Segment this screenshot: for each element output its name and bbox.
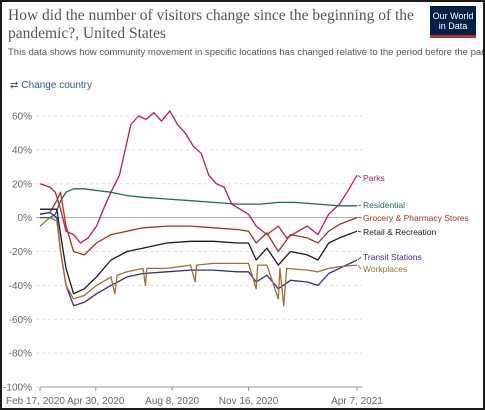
series-label: Grocery & Pharmacy Stores [363, 213, 469, 223]
y-tick-label: -60% [9, 315, 32, 326]
series-label: Transit Stations [363, 252, 422, 262]
series-label-connector [357, 230, 362, 233]
series-label-connector [357, 204, 362, 207]
y-tick-label: 0% [18, 213, 33, 224]
change-country-button[interactable]: ⇄ Change country [10, 80, 92, 91]
x-tick-label: Aug 8, 2020 [145, 396, 199, 407]
series-label-connector [357, 174, 362, 179]
series-label: Retail & Recreation [363, 227, 437, 237]
owid-logo[interactable]: Our World in Data [430, 6, 476, 38]
y-tick-label: -100% [3, 383, 32, 394]
x-tick-label: Feb 17, 2020 [6, 396, 65, 407]
chart-title: How did the number of visitors change si… [8, 7, 414, 42]
series-line [39, 191, 358, 256]
y-tick-label: -20% [9, 247, 32, 258]
y-tick-label: 20% [12, 179, 32, 190]
series-label-connector [357, 256, 362, 261]
y-tick-label: 40% [12, 145, 32, 156]
y-tick-label: -80% [9, 349, 32, 360]
x-tick-label: Apr 30, 2020 [67, 396, 125, 407]
series-line [40, 208, 358, 295]
series-label: Workplaces [363, 264, 407, 274]
series-label: Parks [363, 173, 385, 183]
series-label-connector [357, 264, 362, 270]
y-tick-label: -40% [9, 281, 32, 292]
swap-arrows-icon: ⇄ [10, 80, 19, 91]
change-country-label: Change country [21, 80, 92, 91]
series-line [39, 216, 358, 307]
x-tick-label: Apr 7, 2021 [331, 396, 383, 407]
series-line [39, 110, 358, 244]
series-label: Residential [363, 200, 405, 210]
chart-subtitle: This data shows how community movement i… [8, 47, 485, 58]
x-tick-label: Nov 16, 2020 [219, 396, 279, 407]
series-line [40, 188, 357, 219]
y-tick-label: 60% [12, 112, 32, 123]
